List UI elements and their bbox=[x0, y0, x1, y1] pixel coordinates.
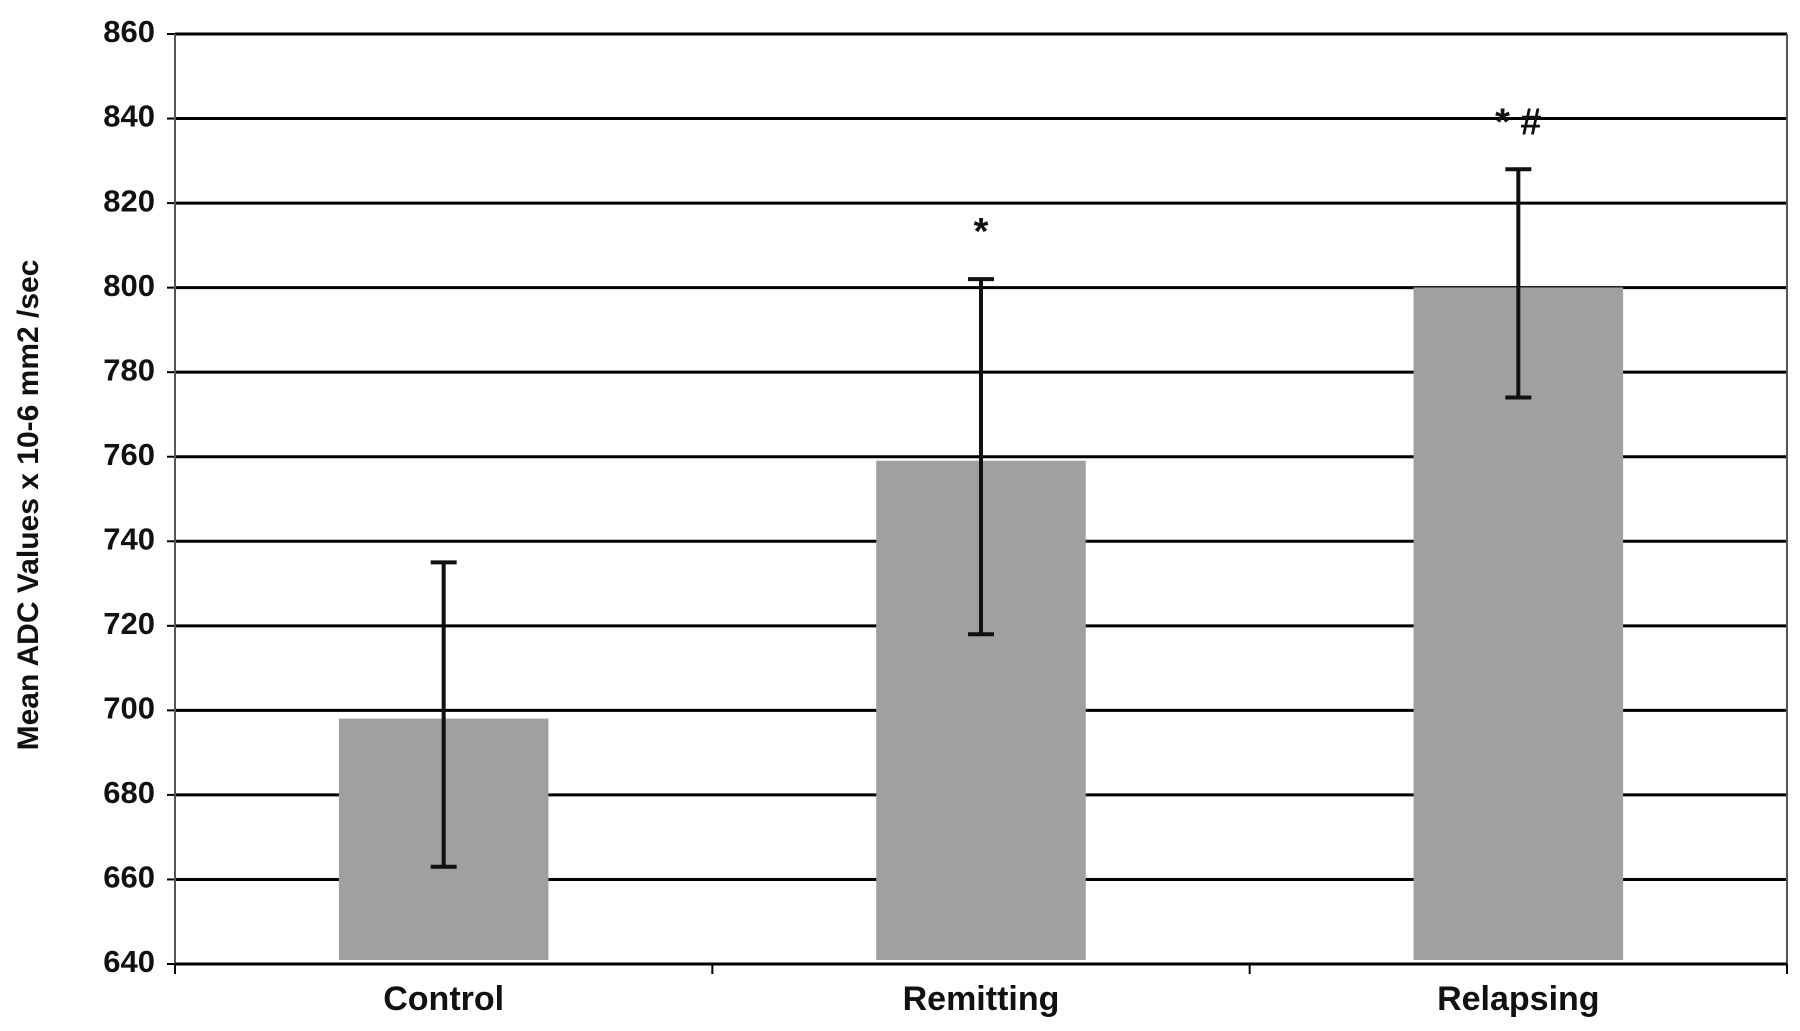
y-tick-label: 840 bbox=[103, 99, 155, 134]
y-tick-label: 680 bbox=[103, 775, 155, 810]
x-tick-label: Remitting bbox=[903, 980, 1060, 1018]
x-tick-label: Control bbox=[383, 980, 504, 1018]
y-tick-label: 660 bbox=[103, 860, 155, 895]
y-tick-label: 780 bbox=[103, 352, 155, 387]
x-tick-label: Relapsing bbox=[1437, 980, 1599, 1018]
y-tick-label: 860 bbox=[103, 14, 155, 49]
y-axis-label: Mean ADC Values x 10-6 mm2 /sec bbox=[12, 260, 45, 751]
y-tick-label: 720 bbox=[103, 606, 155, 641]
annotation: * bbox=[974, 211, 989, 253]
y-tick-label: 800 bbox=[103, 268, 155, 303]
y-tick-label: 760 bbox=[103, 437, 155, 472]
y-tick-label: 820 bbox=[103, 183, 155, 218]
annotation: * # bbox=[1495, 101, 1541, 143]
y-tick-label: 740 bbox=[103, 521, 155, 556]
y-tick-label: 640 bbox=[103, 944, 155, 979]
y-tick-label: 700 bbox=[103, 691, 155, 726]
